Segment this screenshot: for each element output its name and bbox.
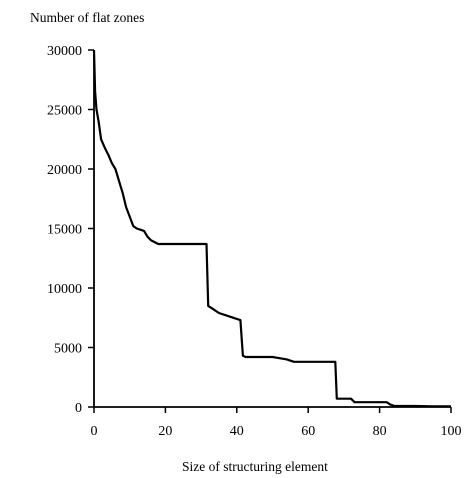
y-tick-label: 20000 [47,163,82,178]
x-tick-label: 40 [230,424,244,439]
y-axis-title: Number of flat zones [30,10,144,25]
y-axis: 0 5000 10000 15000 20000 25000 30000 [47,44,94,416]
x-tick-label: 0 [91,424,98,439]
y-tick-label: 0 [75,401,82,416]
x-tick-label: 60 [301,424,315,439]
x-axis-title: Size of structuring element [182,459,328,474]
x-tick-label: 100 [441,424,462,439]
y-tick-label: 25000 [47,104,82,119]
series-line [92,49,452,408]
y-tick-label: 10000 [47,282,82,297]
x-tick-label: 20 [158,424,172,439]
x-axis: 0 20 40 60 80 100 [91,407,462,439]
y-tick-label: 30000 [47,44,82,59]
x-tick-label: 80 [373,424,387,439]
y-tick-label: 15000 [47,223,82,238]
y-tick-label: 5000 [54,342,82,357]
